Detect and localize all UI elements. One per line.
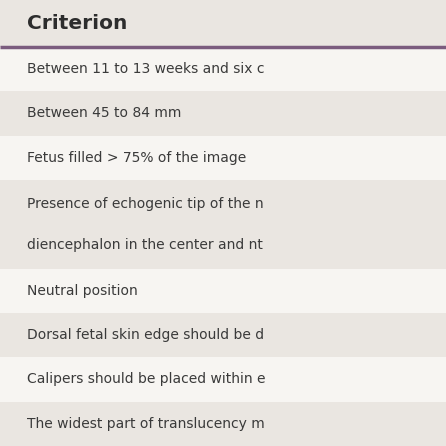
Bar bbox=[0, 136, 446, 180]
Bar bbox=[0, 0, 446, 47]
Text: Calipers should be placed within e: Calipers should be placed within e bbox=[27, 372, 265, 387]
Bar bbox=[0, 402, 446, 446]
Bar bbox=[0, 268, 446, 313]
Bar bbox=[0, 357, 446, 402]
Bar bbox=[0, 47, 446, 91]
Text: Criterion: Criterion bbox=[27, 14, 127, 33]
Text: The widest part of translucency m: The widest part of translucency m bbox=[27, 417, 264, 431]
Text: Fetus filled > 75% of the image: Fetus filled > 75% of the image bbox=[27, 151, 246, 165]
Bar bbox=[0, 91, 446, 136]
Text: Neutral position: Neutral position bbox=[27, 284, 137, 298]
Text: Between 11 to 13 weeks and six c: Between 11 to 13 weeks and six c bbox=[27, 62, 264, 76]
Text: Dorsal fetal skin edge should be d: Dorsal fetal skin edge should be d bbox=[27, 328, 264, 342]
Bar bbox=[0, 313, 446, 357]
Text: diencephalon in the center and nt: diencephalon in the center and nt bbox=[27, 238, 263, 252]
Text: Between 45 to 84 mm: Between 45 to 84 mm bbox=[27, 106, 181, 120]
Bar bbox=[0, 180, 446, 268]
Text: Presence of echogenic tip of the n: Presence of echogenic tip of the n bbox=[27, 197, 264, 211]
